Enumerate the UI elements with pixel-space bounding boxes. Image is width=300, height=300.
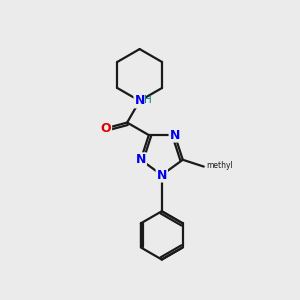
Text: O: O (100, 122, 111, 135)
Text: N: N (169, 129, 180, 142)
Text: N: N (136, 153, 146, 166)
Text: methyl: methyl (206, 161, 233, 170)
Text: N: N (134, 94, 145, 107)
Text: H: H (144, 95, 152, 105)
Text: N: N (157, 169, 167, 182)
